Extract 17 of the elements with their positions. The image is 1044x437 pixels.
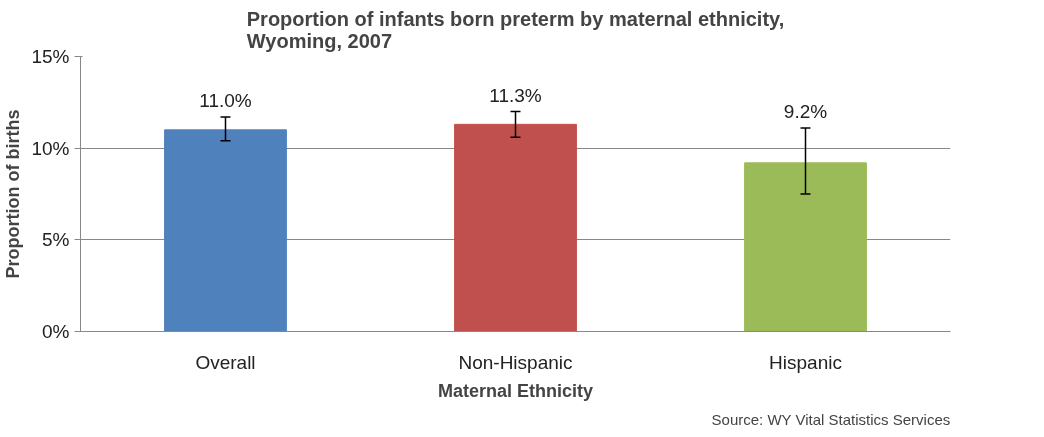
y-tick-label: 15% [31,46,70,67]
y-tick-label: 5% [42,229,70,251]
x-tick-label: Overall [195,351,256,373]
x-axis-title: Maternal Ethnicity [437,380,594,401]
bar [744,162,867,332]
bar [164,129,287,332]
source-note: Source: WY Vital Statistics Services [711,410,951,428]
data-label: 9.2% [783,101,828,122]
x-tick-label: Non-Hispanic [458,351,573,373]
y-tick-label: 10% [31,137,70,159]
chart-title: Proportion of infants born preterm by maternal ethnicity, Wyoming, 2007 [246,7,785,52]
bar [454,123,577,332]
y-axis-title: Proportion of births [3,109,24,279]
data-label: 11.0% [199,90,252,111]
x-tick-label: Hispanic [769,351,842,373]
y-tick-label: 0% [42,321,70,342]
data-label: 11.3% [489,84,542,106]
